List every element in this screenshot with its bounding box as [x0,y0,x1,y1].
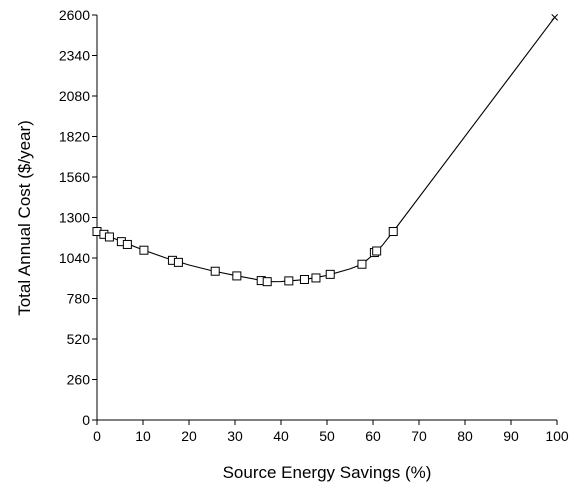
x-tick-label: 40 [273,428,289,444]
cross-stroke [551,13,559,21]
y-tick-label: 780 [67,291,91,307]
fitted-curve [96,17,556,283]
x-tick-label: 20 [181,428,197,444]
y-tick-label: 1560 [59,169,90,185]
x-tick-label: 100 [545,428,569,444]
data-point-square [372,246,382,256]
y-tick-label: 520 [67,331,91,347]
y-tick-label: 2600 [59,7,90,23]
data-point-square [232,271,242,281]
y-tick-label: 1040 [59,250,90,266]
x-tick-label: 50 [319,428,335,444]
data-point-cross [551,13,559,21]
x-tick-label: 80 [457,428,473,444]
y-tick-label: 2080 [59,88,90,104]
data-point-square [122,239,132,249]
data-point-square [284,276,294,286]
axes [96,15,557,421]
x-tick-label: 30 [227,428,243,444]
data-point-square [210,266,220,276]
data-point-square [104,232,114,242]
y-tick-label: 1820 [59,129,90,145]
y-tick-label: 0 [82,412,90,428]
x-axis-title: Source Energy Savings (%) [223,463,432,482]
data-point-square [325,269,335,279]
data-point-square [311,273,321,283]
data-point-square [357,259,367,269]
y-axis-title: Total Annual Cost ($/year) [15,120,34,316]
y-tick-label: 1300 [59,210,90,226]
x-tick-label: 60 [365,428,381,444]
y-tick-label: 2340 [59,48,90,64]
x-tick-label: 70 [411,428,427,444]
y-tick-label: 260 [67,372,91,388]
data-point-square [388,227,398,237]
data-point-square [139,245,149,255]
data-point-square [299,274,309,284]
data-point-square [173,257,183,267]
x-tick-label: 90 [503,428,519,444]
data-point-square [262,277,272,287]
x-tick-label: 10 [135,428,151,444]
x-tick-label: 0 [93,428,101,444]
data-points [92,13,559,287]
